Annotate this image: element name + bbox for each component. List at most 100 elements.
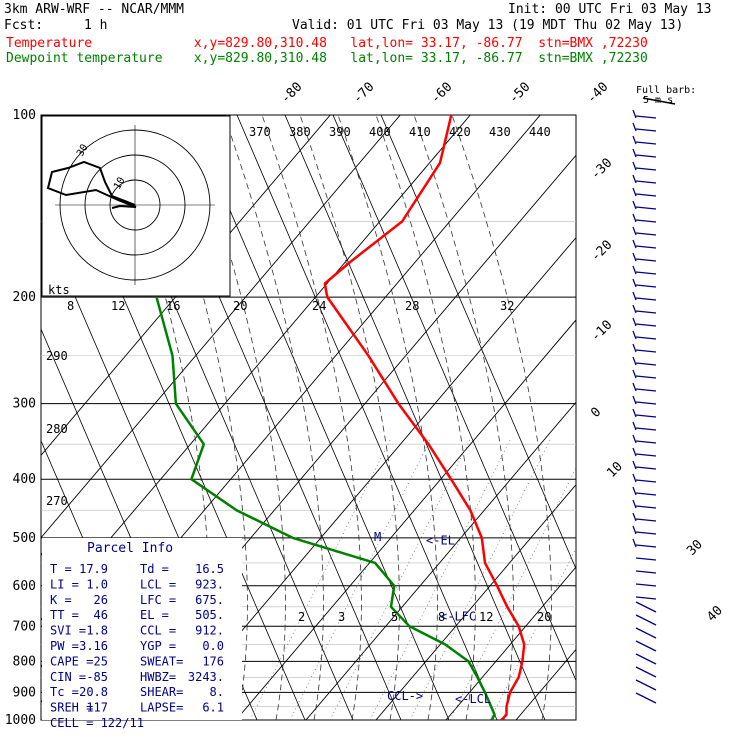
isotherm--70: [41, 115, 401, 539]
parcel-key: Tc =: [50, 685, 79, 699]
theta-label-270: 270: [46, 494, 68, 508]
moist-adiabat: [261, 115, 362, 720]
parcel-key: LFC =: [140, 593, 176, 607]
isotherm-label--80: -80: [278, 80, 305, 107]
knot-tick-16: 16: [166, 299, 180, 313]
wind-barb-flag: [632, 447, 637, 457]
theta-e-label-380: 380: [289, 125, 311, 139]
isotherm-label--60: -60: [428, 80, 455, 107]
wind-barb-staff: [635, 167, 657, 171]
hodograph: 10 30 kts: [41, 115, 231, 297]
parcel-key: SVI =: [50, 624, 86, 638]
parcel-value: 8.: [210, 685, 224, 699]
wind-barb-staff: [635, 258, 657, 262]
wind-barb-staff: [635, 232, 657, 236]
mixing-ratio-label-12: 12: [479, 610, 493, 624]
wind-barb-staff: [635, 531, 657, 535]
parcel-value: 505.: [195, 608, 224, 622]
wind-barb-flag: [632, 499, 637, 509]
dry-adiabat: [332, 115, 576, 682]
isotherm-40: [656, 115, 740, 720]
mixing-ratio-label-8: 8: [438, 610, 445, 624]
moist-adiabat: [223, 115, 324, 720]
wind-barb-flag: [632, 174, 637, 184]
parcel-key: LAPSE=: [140, 701, 183, 715]
wind-barb-staff: [635, 440, 657, 444]
isotherm-label-0: 0: [588, 405, 604, 421]
parcel-value: 1.8: [86, 624, 108, 638]
mixing-ratio-label-20: 20: [537, 610, 551, 624]
pressure-label-1000: 1000: [5, 713, 36, 728]
mixing-ratio-line: [449, 467, 576, 720]
knot-tick-20: 20: [233, 299, 247, 313]
level-marker-ccl: CCL->: [387, 689, 423, 703]
pressure-label-500: 500: [13, 531, 36, 546]
parcel-value: -85: [86, 670, 108, 684]
knot-tick-28: 28: [405, 299, 419, 313]
wind-barb-staff: [635, 570, 657, 574]
parcel-key: SWEAT=: [140, 654, 183, 668]
parcel-value: 1.0: [86, 577, 108, 591]
pressure-label-100: 100: [13, 108, 36, 123]
wind-barb-staff: [635, 640, 657, 652]
parcel-key: CCL =: [140, 624, 176, 638]
pressure-label-600: 600: [13, 579, 36, 594]
isotherm--80: [41, 115, 331, 456]
forecast-hour: 1 h: [84, 18, 108, 33]
pressure-label-300: 300: [13, 397, 36, 412]
dewpoint-curve: [155, 115, 496, 720]
wind-barb-staff: [635, 601, 657, 613]
wind-barb-staff: [635, 219, 657, 223]
isotherm-label-30: 30: [684, 537, 706, 559]
level-marker-lfc: <-LFC: [440, 610, 476, 624]
wind-barb-flag: [632, 525, 637, 535]
parcel-value: 912.: [195, 624, 224, 638]
model-title: 3km ARW-WRF -- NCAR/MMM: [4, 2, 185, 17]
dry-adiabat: [188, 115, 450, 720]
wind-barb-staff: [635, 375, 657, 379]
wind-barb-flag: [632, 135, 637, 145]
wind-barb-flag: [632, 239, 637, 249]
dewpoint-legend: Dewpoint temperature x,y=829.80,310.48 l…: [6, 51, 648, 66]
wind-barb-flag: [632, 408, 637, 418]
wind-barb-staff: [635, 245, 657, 249]
isotherm-20: [515, 648, 576, 720]
pressure-label-900: 900: [13, 685, 36, 700]
wind-barb-flag: [632, 252, 637, 262]
wind-barb-staff: [635, 479, 657, 483]
theta-e-label-400: 400: [369, 125, 391, 139]
isotherm-label--70: -70: [350, 80, 377, 107]
parcel-key: SHEAR=: [140, 685, 183, 699]
pressure-label-400: 400: [13, 472, 36, 487]
wind-barb-flag: [632, 538, 637, 548]
isotherm-label-10: 10: [604, 459, 626, 481]
parcel-value: 17.9: [79, 562, 108, 576]
wind-barb-flag: [632, 369, 637, 379]
isotherm-label--50: -50: [506, 80, 533, 107]
wind-barb-flag: [632, 200, 637, 210]
isotherm-label--30: -30: [588, 156, 615, 183]
parcel-key: HWBZ=: [140, 670, 176, 684]
pressure-label-800: 800: [13, 654, 36, 669]
wind-barb-staff: [635, 180, 657, 184]
valid-time: Valid: 01 UTC Fri 03 May 13 (19 MDT Thu …: [292, 18, 684, 33]
wind-barb-staff: [635, 271, 657, 275]
wind-barb-flag: [632, 291, 637, 301]
wind-barb-staff: [635, 414, 657, 418]
parcel-key: LI =: [50, 577, 79, 591]
parcel-value: 675.: [195, 593, 224, 607]
wind-barb-staff: [635, 614, 657, 626]
parcel-value: 26: [94, 593, 108, 607]
mixing-ratio-line: [489, 547, 576, 720]
wind-barb-flag: [632, 278, 637, 288]
wind-barb-staff: [635, 596, 657, 600]
wind-barb-flag: [632, 187, 637, 197]
isotherm-label-40: 40: [704, 603, 726, 625]
wind-barb-flag: [632, 512, 637, 522]
wind-barb-flag: [632, 122, 637, 132]
wind-barb-flag: [632, 226, 637, 236]
wind-scale-label: Full barb:: [636, 85, 696, 96]
parcel-key: CAPE =: [50, 654, 93, 668]
wind-barb-staff: [635, 453, 657, 457]
parcel-key: LCL =: [140, 577, 176, 591]
